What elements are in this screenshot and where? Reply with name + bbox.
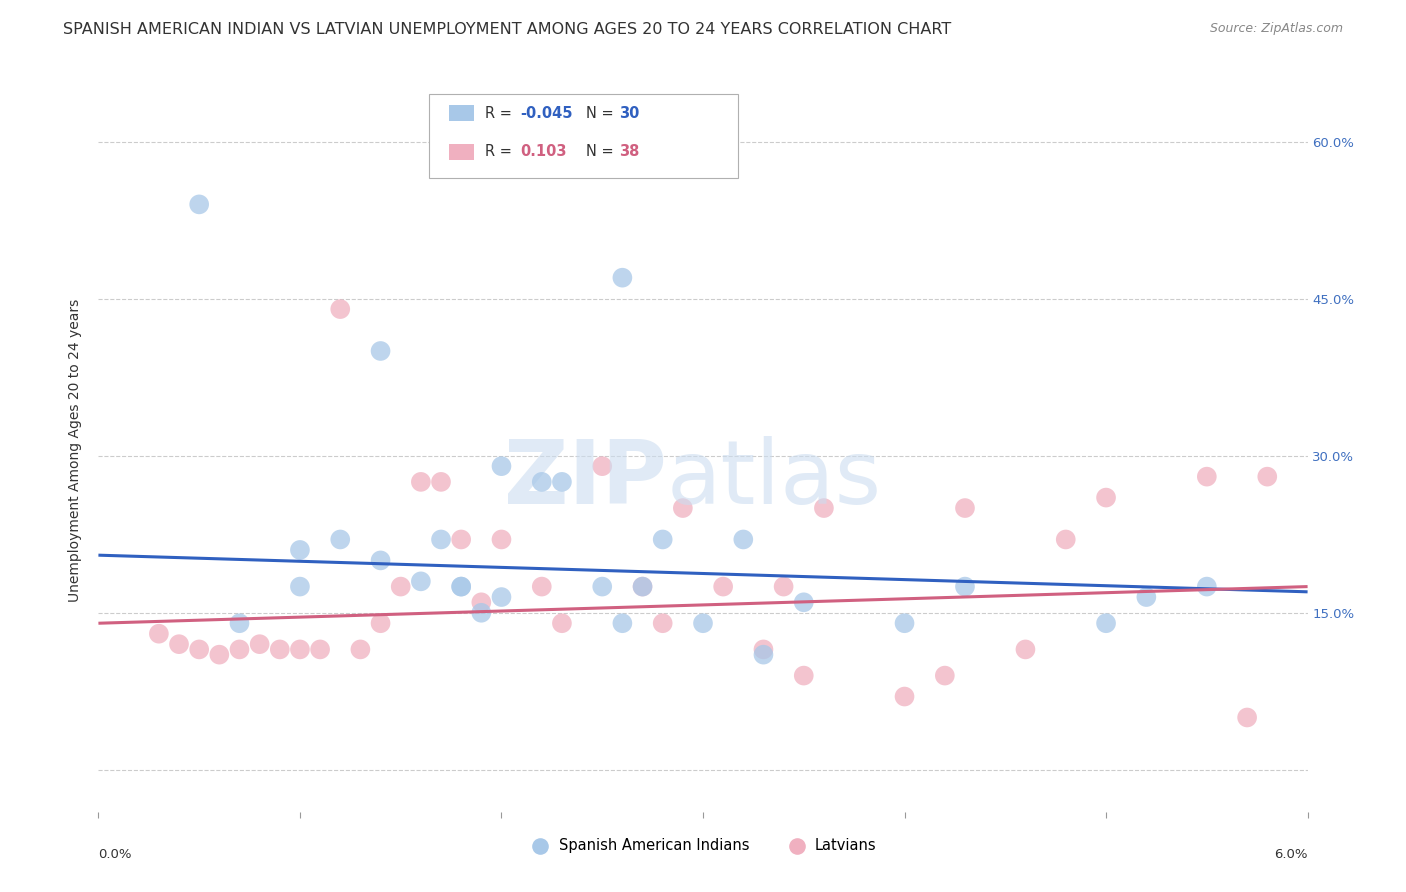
Point xyxy=(631,580,654,594)
Point xyxy=(813,501,835,516)
Point xyxy=(167,637,190,651)
Text: N =: N = xyxy=(586,145,619,159)
Point xyxy=(752,648,775,662)
Point xyxy=(1095,491,1118,505)
Text: -0.045: -0.045 xyxy=(520,106,572,120)
Text: N =: N = xyxy=(586,106,619,120)
Point xyxy=(409,475,432,489)
Point xyxy=(1236,710,1258,724)
Point xyxy=(1195,469,1218,483)
Point xyxy=(349,642,371,657)
Text: 38: 38 xyxy=(619,145,638,159)
Point xyxy=(309,642,332,657)
Legend: Spanish American Indians, Latvians: Spanish American Indians, Latvians xyxy=(523,832,883,859)
Point xyxy=(530,580,553,594)
Point xyxy=(450,533,472,547)
Point xyxy=(148,626,170,640)
Point xyxy=(752,642,775,657)
Point xyxy=(470,595,492,609)
Point xyxy=(450,580,472,594)
Point xyxy=(1014,642,1036,657)
Text: 0.103: 0.103 xyxy=(520,145,567,159)
Point xyxy=(329,302,352,317)
Point xyxy=(772,580,794,594)
Point xyxy=(288,580,311,594)
Point xyxy=(329,533,352,547)
Point xyxy=(612,616,634,631)
Point xyxy=(934,668,956,682)
Y-axis label: Unemployment Among Ages 20 to 24 years: Unemployment Among Ages 20 to 24 years xyxy=(69,299,83,602)
Text: Source: ZipAtlas.com: Source: ZipAtlas.com xyxy=(1209,22,1343,36)
Point xyxy=(530,475,553,489)
Point xyxy=(409,574,432,589)
Text: SPANISH AMERICAN INDIAN VS LATVIAN UNEMPLOYMENT AMONG AGES 20 TO 24 YEARS CORREL: SPANISH AMERICAN INDIAN VS LATVIAN UNEMP… xyxy=(63,22,952,37)
Point xyxy=(228,642,250,657)
Point xyxy=(228,616,250,631)
Point xyxy=(551,475,574,489)
Point xyxy=(1195,580,1218,594)
Point xyxy=(551,616,574,631)
Point xyxy=(711,580,734,594)
Point xyxy=(893,616,915,631)
Text: 0.0%: 0.0% xyxy=(98,848,132,862)
Point xyxy=(692,616,714,631)
Point xyxy=(1135,590,1157,604)
Point xyxy=(651,616,673,631)
Text: 6.0%: 6.0% xyxy=(1274,848,1308,862)
Point xyxy=(591,580,613,594)
Point xyxy=(1256,469,1278,483)
Point xyxy=(491,590,513,604)
Point xyxy=(389,580,412,594)
Point xyxy=(370,553,392,567)
Text: ZIP: ZIP xyxy=(503,436,666,523)
Point xyxy=(793,595,815,609)
Point xyxy=(288,543,311,558)
Text: R =: R = xyxy=(485,145,516,159)
Point xyxy=(672,501,695,516)
Point xyxy=(733,533,755,547)
Point xyxy=(591,459,613,474)
Text: 30: 30 xyxy=(619,106,638,120)
Point xyxy=(188,642,211,657)
Point xyxy=(249,637,271,651)
Point xyxy=(288,642,311,657)
Point xyxy=(269,642,291,657)
Point xyxy=(491,533,513,547)
Point xyxy=(953,580,976,594)
Point xyxy=(370,616,392,631)
Point xyxy=(1054,533,1077,547)
Point xyxy=(631,580,654,594)
Text: atlas: atlas xyxy=(666,436,882,523)
Point xyxy=(651,533,673,547)
Point xyxy=(430,475,453,489)
Point xyxy=(612,270,634,285)
Point xyxy=(893,690,915,704)
Point xyxy=(370,343,392,358)
Point xyxy=(953,501,976,516)
Point xyxy=(208,648,231,662)
Point xyxy=(430,533,453,547)
Point xyxy=(450,580,472,594)
Point xyxy=(188,197,211,211)
Point xyxy=(1095,616,1118,631)
Text: R =: R = xyxy=(485,106,516,120)
Point xyxy=(470,606,492,620)
Point xyxy=(793,668,815,682)
Point xyxy=(491,459,513,474)
